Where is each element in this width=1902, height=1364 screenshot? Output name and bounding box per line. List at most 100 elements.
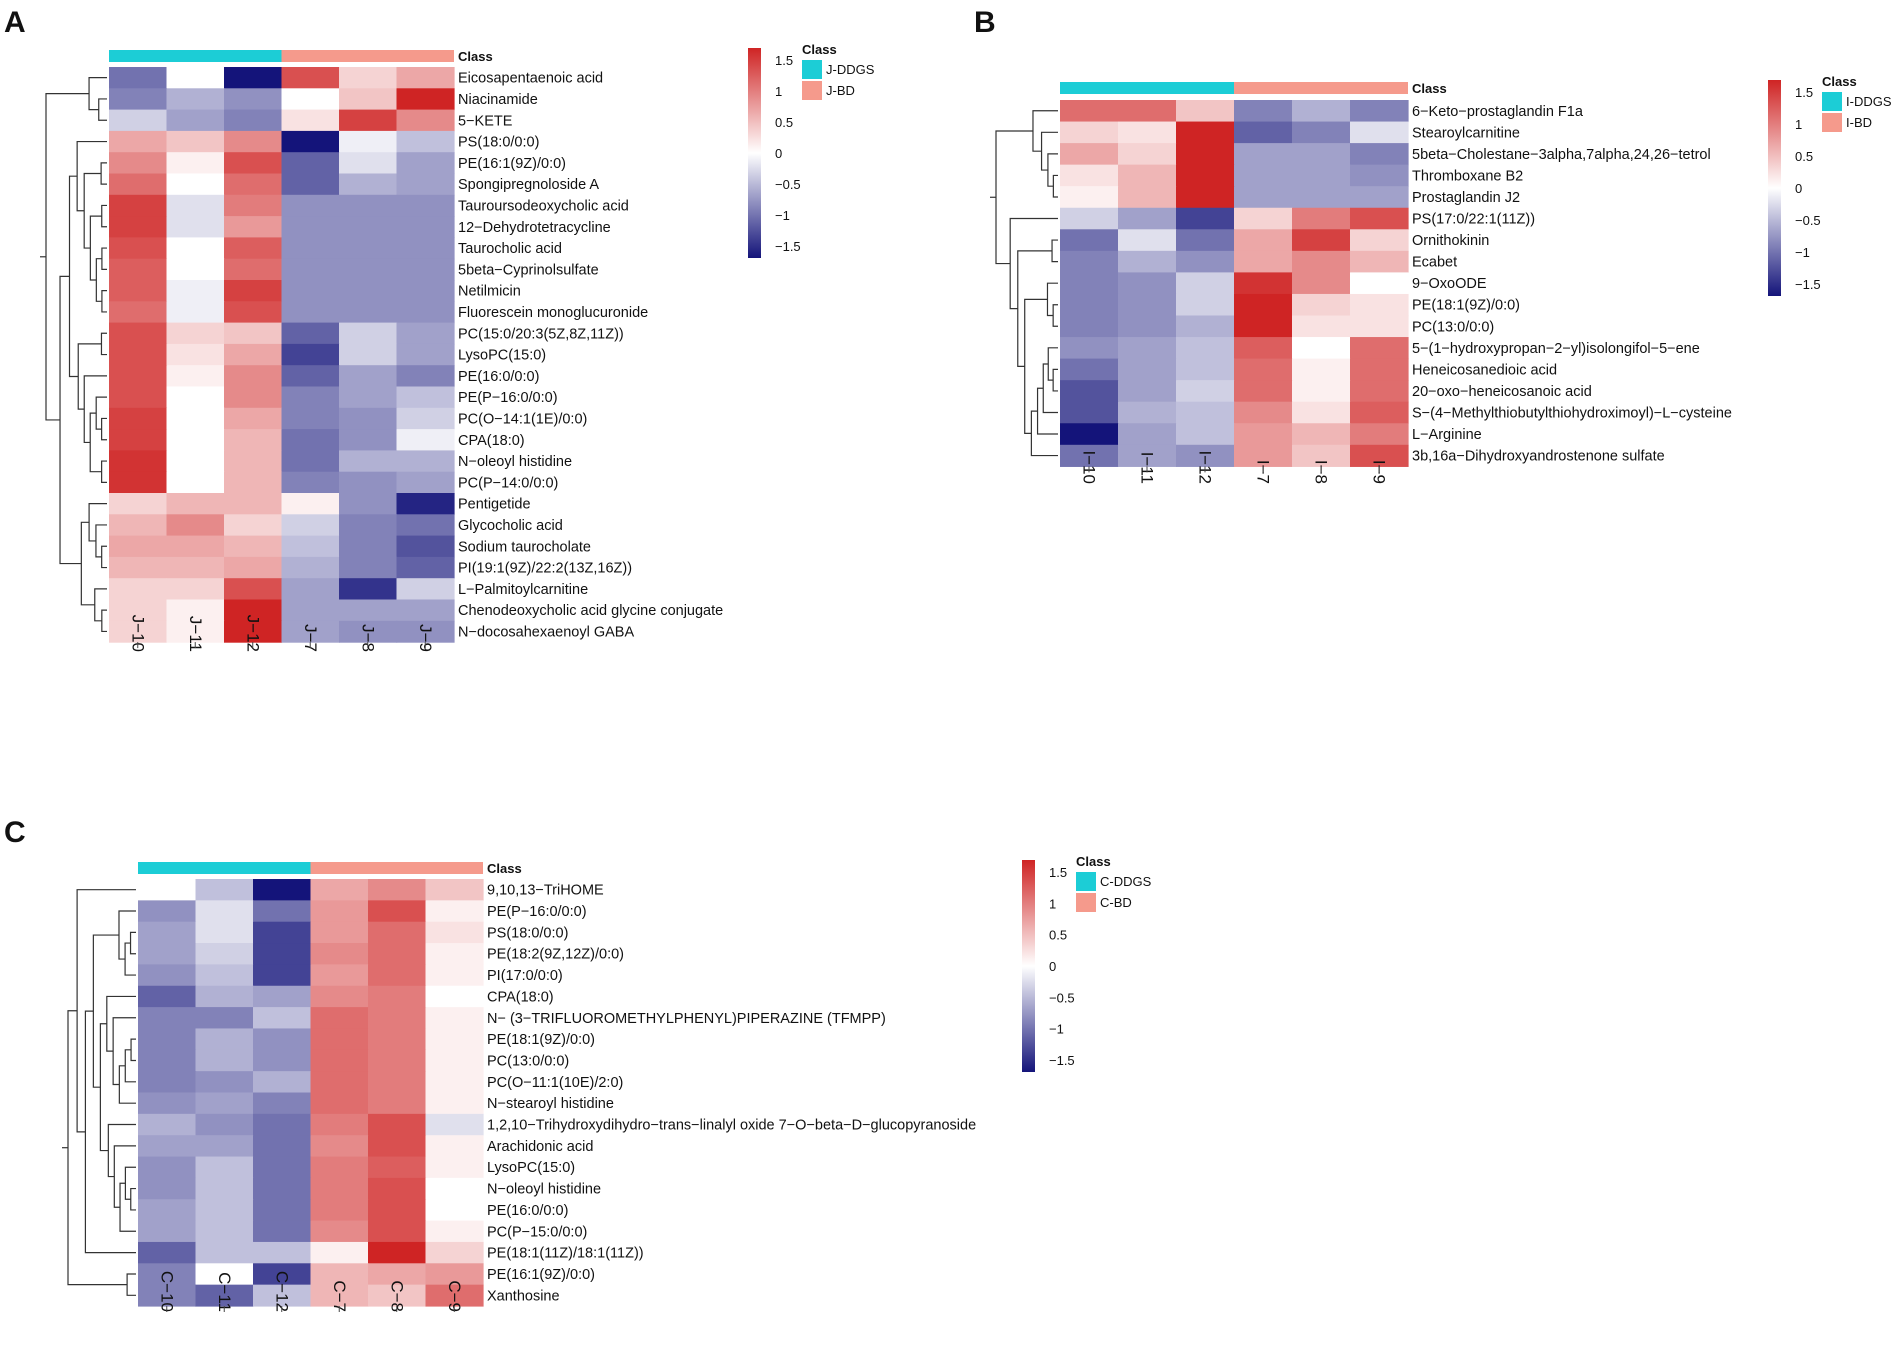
dendrogram-branch [1052,174,1058,198]
column-label: J−8 [358,624,377,652]
heatmap-cell [396,88,455,111]
heatmap-cell [310,1220,369,1243]
row-label: Tauroursodeoxycholic acid [458,198,629,214]
heatmap-cell [281,173,340,196]
heatmap-cell [425,1028,484,1051]
heatmap-cell [195,879,254,901]
heatmap-cell [1350,337,1409,360]
heatmap-cell [425,1199,484,1222]
heatmap-cell [195,964,254,987]
row-label: LysoPC(15:0) [458,348,546,364]
row-label: PC(O−14:1(1E)/0:0) [458,411,587,427]
heatmap-cell [1176,315,1235,338]
color-scale-tick: −1 [1795,245,1810,260]
dendrogram-branch [101,290,107,313]
heatmap-cell [339,578,398,601]
heatmap-cell [1292,423,1351,446]
dendrogram-branch [107,1123,136,1178]
heatmap-cell [425,879,484,901]
heatmap-cell [1176,358,1235,381]
heatmap-cell [425,1007,484,1030]
heatmap-cell [109,599,168,622]
heatmap-cell [138,1092,197,1115]
heatmap-cell [339,450,398,473]
heatmap-cell [253,921,312,944]
heatmap-cell [1292,380,1351,403]
heatmap-cell [253,985,312,1008]
heatmap-cell [166,493,225,515]
class-bar-c-ddgs [138,862,311,874]
row-label: N− (3−TRIFLUOROMETHYLPHENYL)PIPERAZINE (… [487,1011,886,1027]
heatmap-cell [1118,380,1177,403]
heatmap-cell [1118,423,1177,446]
heatmap-cell [368,1241,427,1264]
heatmap-cell [138,964,197,987]
heatmap-cell [109,280,168,302]
column-label: J−11 [186,616,205,652]
heatmap-cell [281,258,340,281]
column-label: J−9 [416,624,435,652]
heatmap-cell [396,535,455,558]
heatmap-cell [195,1220,254,1243]
heatmap-cell [310,1284,369,1307]
heatmap-cell [138,1028,197,1051]
heatmap-cell [1118,207,1177,230]
heatmap-cell [396,216,455,238]
heatmap-cell [281,450,340,473]
heatmap-cell [253,1241,312,1264]
heatmap-cell [224,386,283,409]
row-label: PC(P−14:0/0:0) [458,475,558,491]
heatmap-cell [1176,229,1235,252]
heatmap-cell [368,943,427,965]
class-bar-c-bd [310,862,483,874]
dendrogram-branch [84,1010,136,1254]
heatmap-cell [396,429,455,451]
heatmap-cell [368,985,427,1008]
column-label: C−8 [387,1280,406,1312]
heatmap-cell [425,1263,484,1286]
heatmap-cell [166,535,225,558]
heatmap-cell [1292,186,1351,209]
heatmap-cell [166,450,225,473]
heatmap-cell [281,67,340,89]
heatmap-cell [396,322,455,345]
column-label: C−7 [330,1280,349,1312]
panel-letter: B [974,6,996,39]
heatmap-cell [1118,229,1177,252]
heatmap-cell [1292,272,1351,295]
heatmap-cell [1176,250,1235,273]
row-label: PC(P−15:0/0:0) [487,1224,587,1240]
heatmap-cell [224,514,283,537]
heatmap-cell [425,985,484,1008]
row-label: 6−Keto−prostaglandin F1a [1412,104,1584,120]
heatmap-cell [425,1220,484,1243]
dendrogram-branch [130,1187,136,1211]
heatmap-cell [281,407,340,430]
row-label: 5beta−Cyprinolsulfate [458,262,599,278]
row-label: PE(P−16:0/0:0) [487,904,587,920]
row-dendrogram [990,110,1058,457]
heatmap-cell [195,1113,254,1136]
row-label: Pentigetide [458,497,531,513]
row-label: Niacinamide [458,92,538,108]
heatmap-cell [195,1177,254,1200]
heatmap-cell [166,130,225,153]
row-label: Glycocholic acid [458,518,563,534]
row-label: Chenodeoxycholic acid glycine conjugate [458,603,723,619]
heatmap-cell [1060,186,1119,209]
heatmap-cell [109,88,168,111]
heatmap-cell [425,1071,484,1094]
heatmap-cell [138,1220,197,1243]
heatmap-cell [310,985,369,1008]
heatmap-cell [166,514,225,537]
heatmap-cell [195,1071,254,1094]
heatmap-cell [1060,380,1119,403]
heatmap-cell [368,1049,427,1072]
heatmap-cell [368,1113,427,1136]
heatmap-cell [368,900,427,923]
row-label: 9−OxoODE [1412,276,1487,292]
heatmap-cell [224,450,283,473]
row-label: CPA(18:0) [458,433,525,449]
heatmap-cell [166,471,225,494]
heatmap-cell [281,556,340,579]
